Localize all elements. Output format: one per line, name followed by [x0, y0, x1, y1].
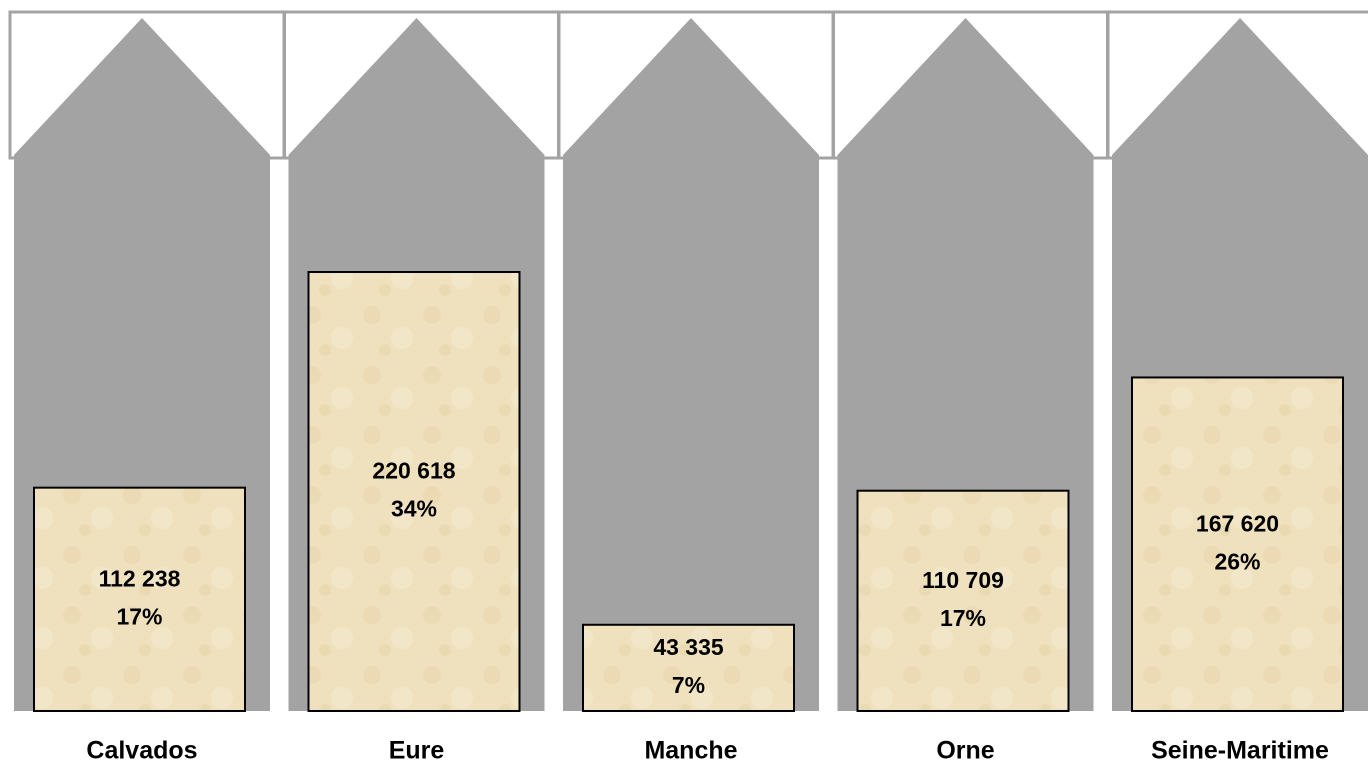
value-label: 110 709	[922, 567, 1004, 593]
house	[563, 18, 819, 711]
x-tick-label: Eure	[389, 737, 445, 764]
x-tick-label: Orne	[936, 737, 994, 764]
bar	[856, 489, 1070, 712]
value-label: 112 238	[99, 565, 181, 591]
value-label: 220 618	[372, 458, 455, 484]
share-label: 7%	[672, 672, 705, 698]
share-label: 17%	[940, 605, 986, 631]
share-label: 34%	[391, 496, 437, 522]
bar	[33, 486, 246, 713]
share-label: 17%	[116, 603, 162, 629]
share-label: 26%	[1214, 548, 1260, 574]
bar	[1131, 376, 1344, 712]
value-label: 43 335	[653, 634, 724, 660]
bar	[307, 271, 521, 712]
value-label: 167 620	[1196, 510, 1279, 536]
x-tick-label: Manche	[644, 737, 737, 764]
x-tick-label: Calvados	[86, 737, 197, 764]
x-tick-label: Seine-Maritime	[1151, 737, 1329, 764]
bar	[582, 623, 795, 713]
